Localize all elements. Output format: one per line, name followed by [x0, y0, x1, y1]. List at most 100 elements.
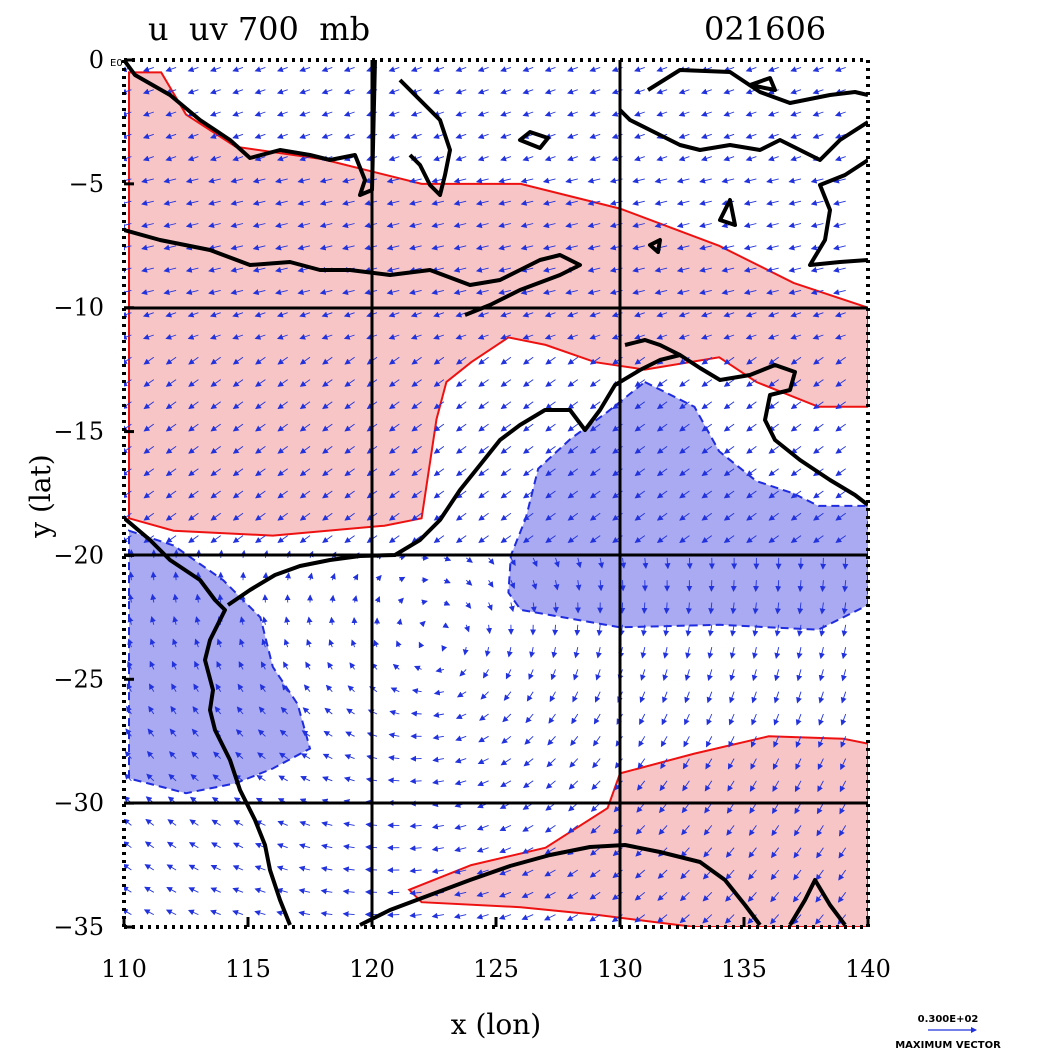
- wind-vector: [545, 512, 556, 521]
- wind-vector: [632, 177, 645, 184]
- wind-vector: [768, 446, 779, 454]
- wind-vector: [410, 66, 422, 73]
- wind-vector: [277, 423, 288, 432]
- wind-vector: [812, 334, 824, 340]
- wind-vector: [388, 512, 400, 521]
- wind-vector: [816, 802, 824, 815]
- wind-vector: [252, 222, 266, 229]
- wind-vector: [124, 244, 132, 251]
- wind-vector: [546, 758, 556, 768]
- wind-vector: [681, 825, 690, 836]
- wind-vector: [774, 669, 780, 682]
- wind-vector: [520, 289, 534, 295]
- wind-vector: [542, 199, 556, 206]
- wind-vector: [589, 535, 601, 543]
- wind-vector: [188, 842, 199, 849]
- wind-vector: [185, 199, 199, 206]
- wind-vector: [142, 66, 154, 73]
- wind-vector: [262, 594, 269, 603]
- wind-vector: [522, 66, 534, 73]
- wind-vector: [275, 177, 288, 184]
- wind-vector: [835, 535, 846, 543]
- wind-vector: [522, 535, 534, 543]
- wind-vector: [462, 647, 469, 656]
- wind-vector: [232, 356, 244, 365]
- wind-vector: [790, 133, 802, 139]
- wind-vector: [678, 155, 690, 162]
- wind-vector: [500, 155, 512, 162]
- wind-vector: [567, 468, 579, 477]
- wind-vector: [841, 669, 847, 682]
- wind-vector: [165, 110, 177, 117]
- wind-vector: [681, 802, 690, 814]
- wind-vector: [723, 379, 735, 387]
- wind-vector: [187, 66, 199, 73]
- wind-vector: [768, 401, 779, 410]
- y-tick-labels: 0 −5 −10 −15 −20 −25 −30 −35: [53, 46, 134, 941]
- wind-vector: [544, 155, 556, 162]
- wind-vector: [146, 773, 155, 782]
- wind-vector: [478, 379, 489, 387]
- wind-vector: [834, 311, 846, 318]
- wind-vector: [545, 446, 556, 454]
- wind-vector: [433, 490, 445, 499]
- wind-vector: [723, 155, 735, 162]
- wind-vector: [455, 735, 467, 742]
- wind-vector: [796, 646, 803, 659]
- wind-vector: [565, 289, 578, 295]
- wind-vector: [705, 758, 713, 770]
- wind-vector: [634, 356, 646, 365]
- wind-vector: [793, 869, 802, 881]
- wind-vector: [210, 865, 221, 871]
- wind-vector: [187, 155, 199, 162]
- wind-vector: [194, 616, 201, 625]
- wind-vector: [589, 66, 601, 73]
- wind-vector: [542, 177, 556, 184]
- wind-vector: [165, 535, 177, 543]
- wind-vector: [746, 468, 757, 477]
- wind-vector: [642, 557, 649, 569]
- wind-vector: [252, 244, 266, 251]
- wind-vector: [163, 289, 177, 296]
- wind-vector: [593, 713, 601, 725]
- wind-vector: [277, 401, 288, 410]
- wind-vector: [142, 88, 154, 95]
- wind-vector: [124, 490, 132, 499]
- wind-vector: [834, 110, 846, 117]
- wind-vector: [544, 891, 556, 899]
- wind-vector: [230, 244, 244, 251]
- wind-vector: [813, 490, 824, 499]
- wind-vector: [775, 580, 782, 593]
- wind-vector: [319, 244, 333, 251]
- wind-vector: [409, 889, 422, 896]
- wind-vector: [299, 333, 311, 340]
- wind-vector: [701, 423, 713, 432]
- borneo-coastline: [398, 78, 452, 197]
- wind-vector: [663, 624, 670, 637]
- wind-vector: [230, 289, 244, 295]
- wind-vector: [388, 401, 400, 410]
- wind-vector: [260, 661, 267, 670]
- wind-vector: [745, 311, 757, 318]
- wind-vector: [261, 638, 268, 648]
- wind-vector: [547, 736, 556, 746]
- wind-vector: [634, 379, 646, 387]
- wind-vector: [232, 887, 244, 894]
- wind-vector: [255, 423, 266, 432]
- wind-vector: [230, 199, 244, 206]
- wind-vector: [210, 909, 221, 916]
- wind-vector: [443, 555, 452, 562]
- wind-vector: [236, 706, 244, 715]
- wind-vector: [141, 289, 154, 296]
- wind-vector: [478, 468, 489, 477]
- wind-vector: [837, 892, 847, 903]
- wind-vector: [745, 66, 757, 73]
- wind-vector: [592, 758, 601, 769]
- wind-vector: [796, 624, 803, 637]
- wind-vector: [322, 776, 333, 782]
- islands-north-2: [648, 238, 662, 254]
- wind-vector: [730, 580, 737, 592]
- wind-vector: [232, 133, 244, 139]
- wind-vector: [596, 624, 603, 637]
- wind-vector: [573, 647, 580, 659]
